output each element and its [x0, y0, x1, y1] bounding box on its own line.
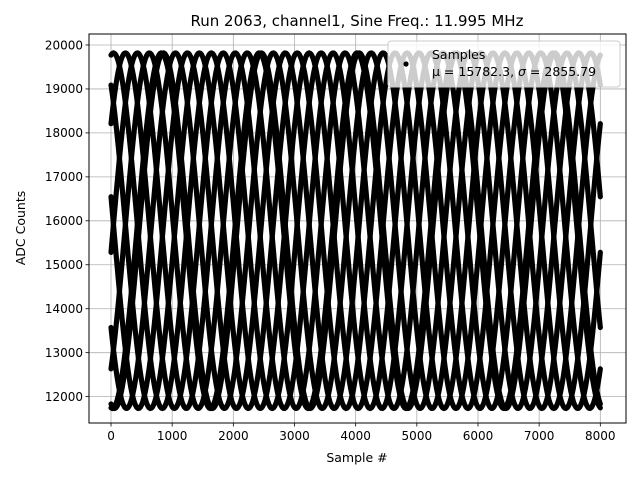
y-tick-label: 18000	[45, 126, 83, 140]
x-axis: 0 1000 2000 3000 4000 5000 6000 7000 8000	[107, 423, 616, 443]
x-tick-label: 3000	[279, 429, 310, 443]
y-tick-label: 15000	[45, 258, 83, 272]
x-tick-label: 7000	[524, 429, 555, 443]
sample-trace	[108, 50, 603, 412]
x-tick-label: 8000	[585, 429, 616, 443]
x-tick-label: 5000	[402, 429, 433, 443]
y-axis: 12000 13000 14000 15000 16000 17000 18000 19000…	[45, 38, 89, 404]
legend-stats-mu: μ = 15782.3,	[432, 64, 518, 79]
legend-stats: μ = 15782.3, σ = 2855.79	[432, 64, 596, 79]
sample-trace	[108, 50, 603, 412]
y-tick-label: 13000	[45, 346, 83, 360]
legend-stats-sigma: σ	[518, 64, 527, 79]
sample-trace	[108, 50, 603, 411]
x-tick-label: 6000	[463, 429, 494, 443]
y-tick-label: 20000	[45, 38, 83, 52]
data-layer	[108, 50, 603, 412]
legend: Samples μ = 15782.3, σ = 2855.79	[387, 40, 621, 88]
chart-title: Run 2063, channel1, Sine Freq.: 11.995 M…	[191, 12, 524, 30]
y-axis-label: ADC Counts	[13, 191, 28, 266]
x-tick-label: 4000	[340, 429, 371, 443]
y-tick-label: 12000	[45, 390, 83, 404]
x-tick-label: 0	[107, 429, 115, 443]
plot-frame	[88, 33, 627, 424]
y-tick-label: 17000	[45, 170, 83, 184]
y-tick-label: 19000	[45, 82, 83, 96]
y-tick-label: 16000	[45, 214, 83, 228]
legend-stats-value: = 2855.79	[526, 64, 596, 79]
x-tick-label: 2000	[218, 429, 249, 443]
legend-box	[387, 40, 621, 88]
legend-label: Samples	[432, 47, 485, 62]
x-axis-label: Sample #	[326, 450, 387, 465]
y-tick-label: 14000	[45, 302, 83, 316]
legend-marker	[403, 61, 409, 67]
x-tick-label: 1000	[157, 429, 188, 443]
